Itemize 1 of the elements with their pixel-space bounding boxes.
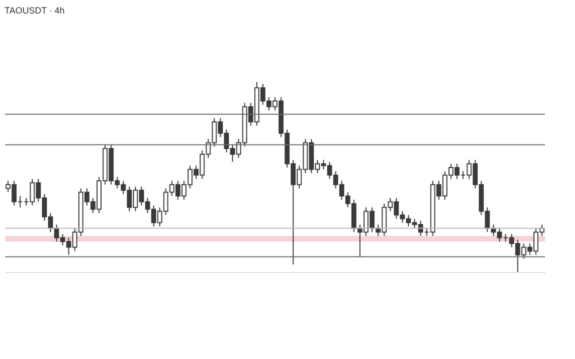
chart-title: TAOUSDT · 4h — [4, 6, 65, 16]
